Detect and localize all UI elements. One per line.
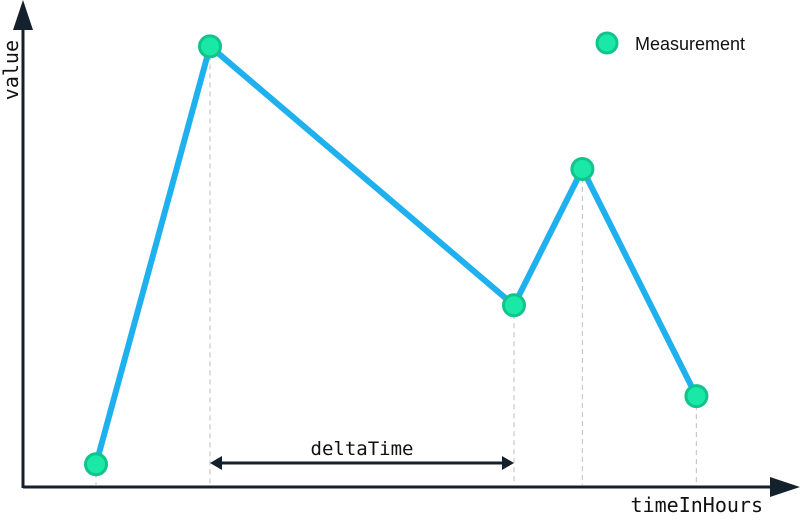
data-point [684, 384, 709, 409]
series-line [93, 43, 700, 468]
delta-time-annotation: deltaTime [210, 438, 514, 470]
x-axis-label: timeInHours [631, 493, 763, 517]
y-axis-arrowhead [13, 0, 33, 30]
data-point [570, 157, 595, 181]
data-point [198, 34, 222, 59]
legend-label: Measurement [635, 34, 745, 54]
data-point [84, 452, 108, 477]
legend-marker [595, 31, 619, 55]
x-axis-arrowhead [770, 477, 800, 497]
legend: Measurement [595, 31, 745, 55]
y-axis-label: value [0, 40, 23, 100]
axes [13, 0, 800, 497]
delta-time-arrowhead-left [210, 456, 222, 470]
drop-lines [95, 46, 698, 485]
series-measurement [84, 34, 709, 477]
delta-time-arrowhead-right [502, 456, 514, 470]
delta-time-label: deltaTime [311, 438, 414, 460]
data-point [502, 293, 526, 318]
